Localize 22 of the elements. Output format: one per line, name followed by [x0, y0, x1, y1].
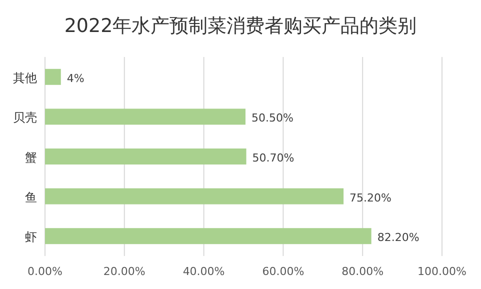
x-tick-label: 80.00%: [342, 265, 384, 278]
y-tick-label: 其他: [13, 70, 37, 85]
x-tick-label: 60.00%: [262, 265, 304, 278]
bar: [45, 228, 372, 244]
x-tick-label: 100.00%: [418, 265, 466, 278]
x-tick-label: 40.00%: [182, 265, 225, 278]
y-tick-label: 蟹: [25, 150, 37, 164]
bar: [45, 188, 344, 204]
y-tick-label: 鱼: [25, 190, 37, 204]
data-label: 4%: [66, 72, 84, 85]
x-tick-label: 0.00%: [28, 265, 62, 278]
y-tick-label: 虾: [25, 230, 37, 244]
bar: [45, 108, 246, 125]
data-label: 82.20%: [377, 231, 420, 244]
data-label: 50.70%: [252, 152, 294, 164]
y-tick-label: 贝壳: [13, 110, 37, 125]
bar: [45, 68, 61, 85]
bar: [45, 148, 246, 164]
data-label: 75.20%: [350, 191, 392, 204]
chart-title: 2022年水产预制菜消费者购买产品的类别: [64, 15, 417, 37]
x-tick-label: 20.00%: [103, 265, 146, 278]
data-label: 50.50%: [251, 112, 294, 125]
